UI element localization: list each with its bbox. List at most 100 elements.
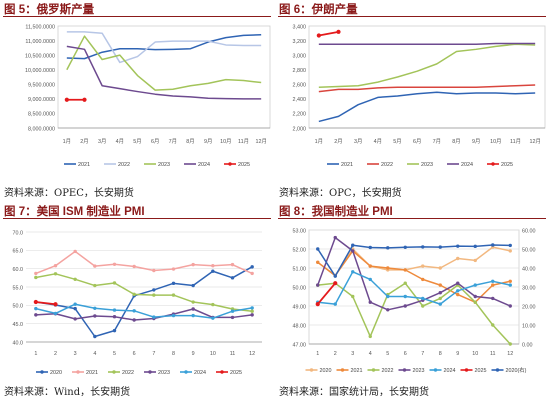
legend-item-2020: 2020 <box>36 370 62 376</box>
series-line-2025 <box>35 301 56 306</box>
x-tick-label: 10月 <box>490 138 501 145</box>
data-point-2024 <box>53 311 58 316</box>
data-point-2023 <box>403 304 407 308</box>
series-line-2025 <box>317 282 336 305</box>
x-tick-label: 1月 <box>315 138 323 145</box>
series-line-2023 <box>318 43 536 88</box>
series-line-2022 <box>35 273 253 312</box>
x-tick-label: 7 <box>152 351 155 357</box>
data-point-2023 <box>368 300 372 304</box>
y2-tick-label: 30.00 <box>522 285 536 291</box>
data-point-2024 <box>403 294 407 299</box>
data-point-2023 <box>93 314 97 318</box>
x-tick-label: 5 <box>386 351 389 357</box>
y-tick-label: 3,000 <box>293 53 307 59</box>
x-tick-label: 1 <box>34 351 37 357</box>
y-tick-label: 3,200 <box>293 39 307 45</box>
series-line-2021 <box>318 91 536 123</box>
series-line-2024 <box>35 303 253 319</box>
chart-source: 资料来源：OPEC，长安期货 <box>4 188 134 199</box>
legend-label: 2022 <box>118 162 130 168</box>
data-point-2022 <box>351 294 355 299</box>
data-point-2020 <box>211 269 215 273</box>
x-tick-label: 4 <box>369 351 372 357</box>
data-point-2020(右) <box>351 243 355 247</box>
x-tick-label: 3 <box>351 351 354 357</box>
legend-item-2025: 2025 <box>224 162 250 168</box>
legend-marker <box>112 370 116 374</box>
legend-label: 2024 <box>444 368 456 374</box>
series-line-2021 <box>66 33 262 60</box>
title-underline <box>3 16 271 17</box>
x-tick-label: 9 <box>456 351 459 357</box>
data-point-2021 <box>421 277 425 282</box>
legend-item-2024: 2024 <box>447 162 473 168</box>
chart-source: 资料来源：Wind，长安期货 <box>4 387 131 398</box>
series-line-2024 <box>66 45 262 100</box>
legend-label: 2025 <box>230 370 242 376</box>
legend-marker <box>309 368 314 372</box>
data-point-2022 <box>152 293 156 297</box>
data-point-2025 <box>82 97 87 102</box>
data-point-2024 <box>438 302 442 306</box>
data-point-2024 <box>351 270 355 274</box>
data-point-2022 <box>34 275 38 280</box>
data-point-2020(右) <box>403 245 407 249</box>
legend-item-2021: 2021 <box>64 162 90 168</box>
legend-marker <box>76 370 80 374</box>
data-point-2024 <box>368 277 372 282</box>
data-point-2022 <box>171 293 176 297</box>
legend-item-2024: 2024 <box>180 370 206 376</box>
legend-item-2021: 2021 <box>336 368 363 374</box>
data-point-2022 <box>250 309 254 313</box>
data-point-2021 <box>152 268 156 273</box>
data-point-2025 <box>333 281 338 286</box>
data-point-2023 <box>456 281 460 285</box>
data-point-2024 <box>211 316 215 320</box>
legend-label: 2024 <box>194 370 206 376</box>
y-tick-label: 9,500.0000 <box>28 83 55 89</box>
data-point-2020 <box>456 256 460 261</box>
x-tick-label: 7月 <box>433 138 441 145</box>
y-tick-label: 50.00 <box>293 285 307 291</box>
legend-item-2024: 2024 <box>429 368 456 374</box>
title-underline <box>278 16 546 17</box>
y2-tick-label: 10.00 <box>522 323 536 329</box>
y-tick-label: 10,500.0000 <box>25 53 55 59</box>
y2-tick-label: 60.00 <box>522 228 536 234</box>
series-line-2022 <box>66 31 262 64</box>
data-point-2021 <box>250 271 254 276</box>
data-point-2025 <box>315 302 320 307</box>
legend-item-2023: 2023 <box>398 368 425 374</box>
data-point-2025 <box>33 299 38 305</box>
data-point-2024 <box>34 306 38 311</box>
data-point-2022 <box>491 323 495 327</box>
panel-china-pmi: 图 8：我国制造业 PMI 47.00 48.00 49.00 50.00 51.00 5… <box>275 200 550 401</box>
y-tick-label: 3,400 <box>293 24 307 30</box>
y-tick-label: 70.0 <box>13 230 24 236</box>
x-tick-label: 3月 <box>98 138 106 145</box>
data-point-2024 <box>333 302 337 306</box>
data-point-2022 <box>211 302 215 307</box>
data-point-2021 <box>316 260 320 264</box>
title-underline <box>3 218 271 219</box>
data-point-2022 <box>368 334 372 339</box>
series-line-2020(右) <box>317 244 511 277</box>
chart-source: 资料来源：OPC，长安期货 <box>279 188 402 199</box>
data-point-2022 <box>73 277 77 281</box>
data-point-2020 <box>508 249 512 253</box>
data-point-2020 <box>152 288 156 292</box>
legend-label: 2021 <box>78 162 90 168</box>
legend-item-2025: 2025 <box>216 370 242 376</box>
data-point-2021 <box>368 264 372 268</box>
y-tick-label: 40.0 <box>13 340 24 346</box>
legend-marker <box>184 370 188 374</box>
data-point-2020(右) <box>438 245 442 249</box>
legend-item-2023: 2023 <box>144 370 170 376</box>
legend-label: 2025 <box>475 368 487 374</box>
panel-iran-production: 图 6：伊朗产量 2,000 2,200 2,400 2,600 2,800 3,000 3… <box>275 0 550 200</box>
data-point-2020(右) <box>456 244 460 248</box>
legend-label: 2024 <box>198 162 210 168</box>
data-point-2021 <box>403 268 407 272</box>
data-point-2020 <box>93 334 97 339</box>
